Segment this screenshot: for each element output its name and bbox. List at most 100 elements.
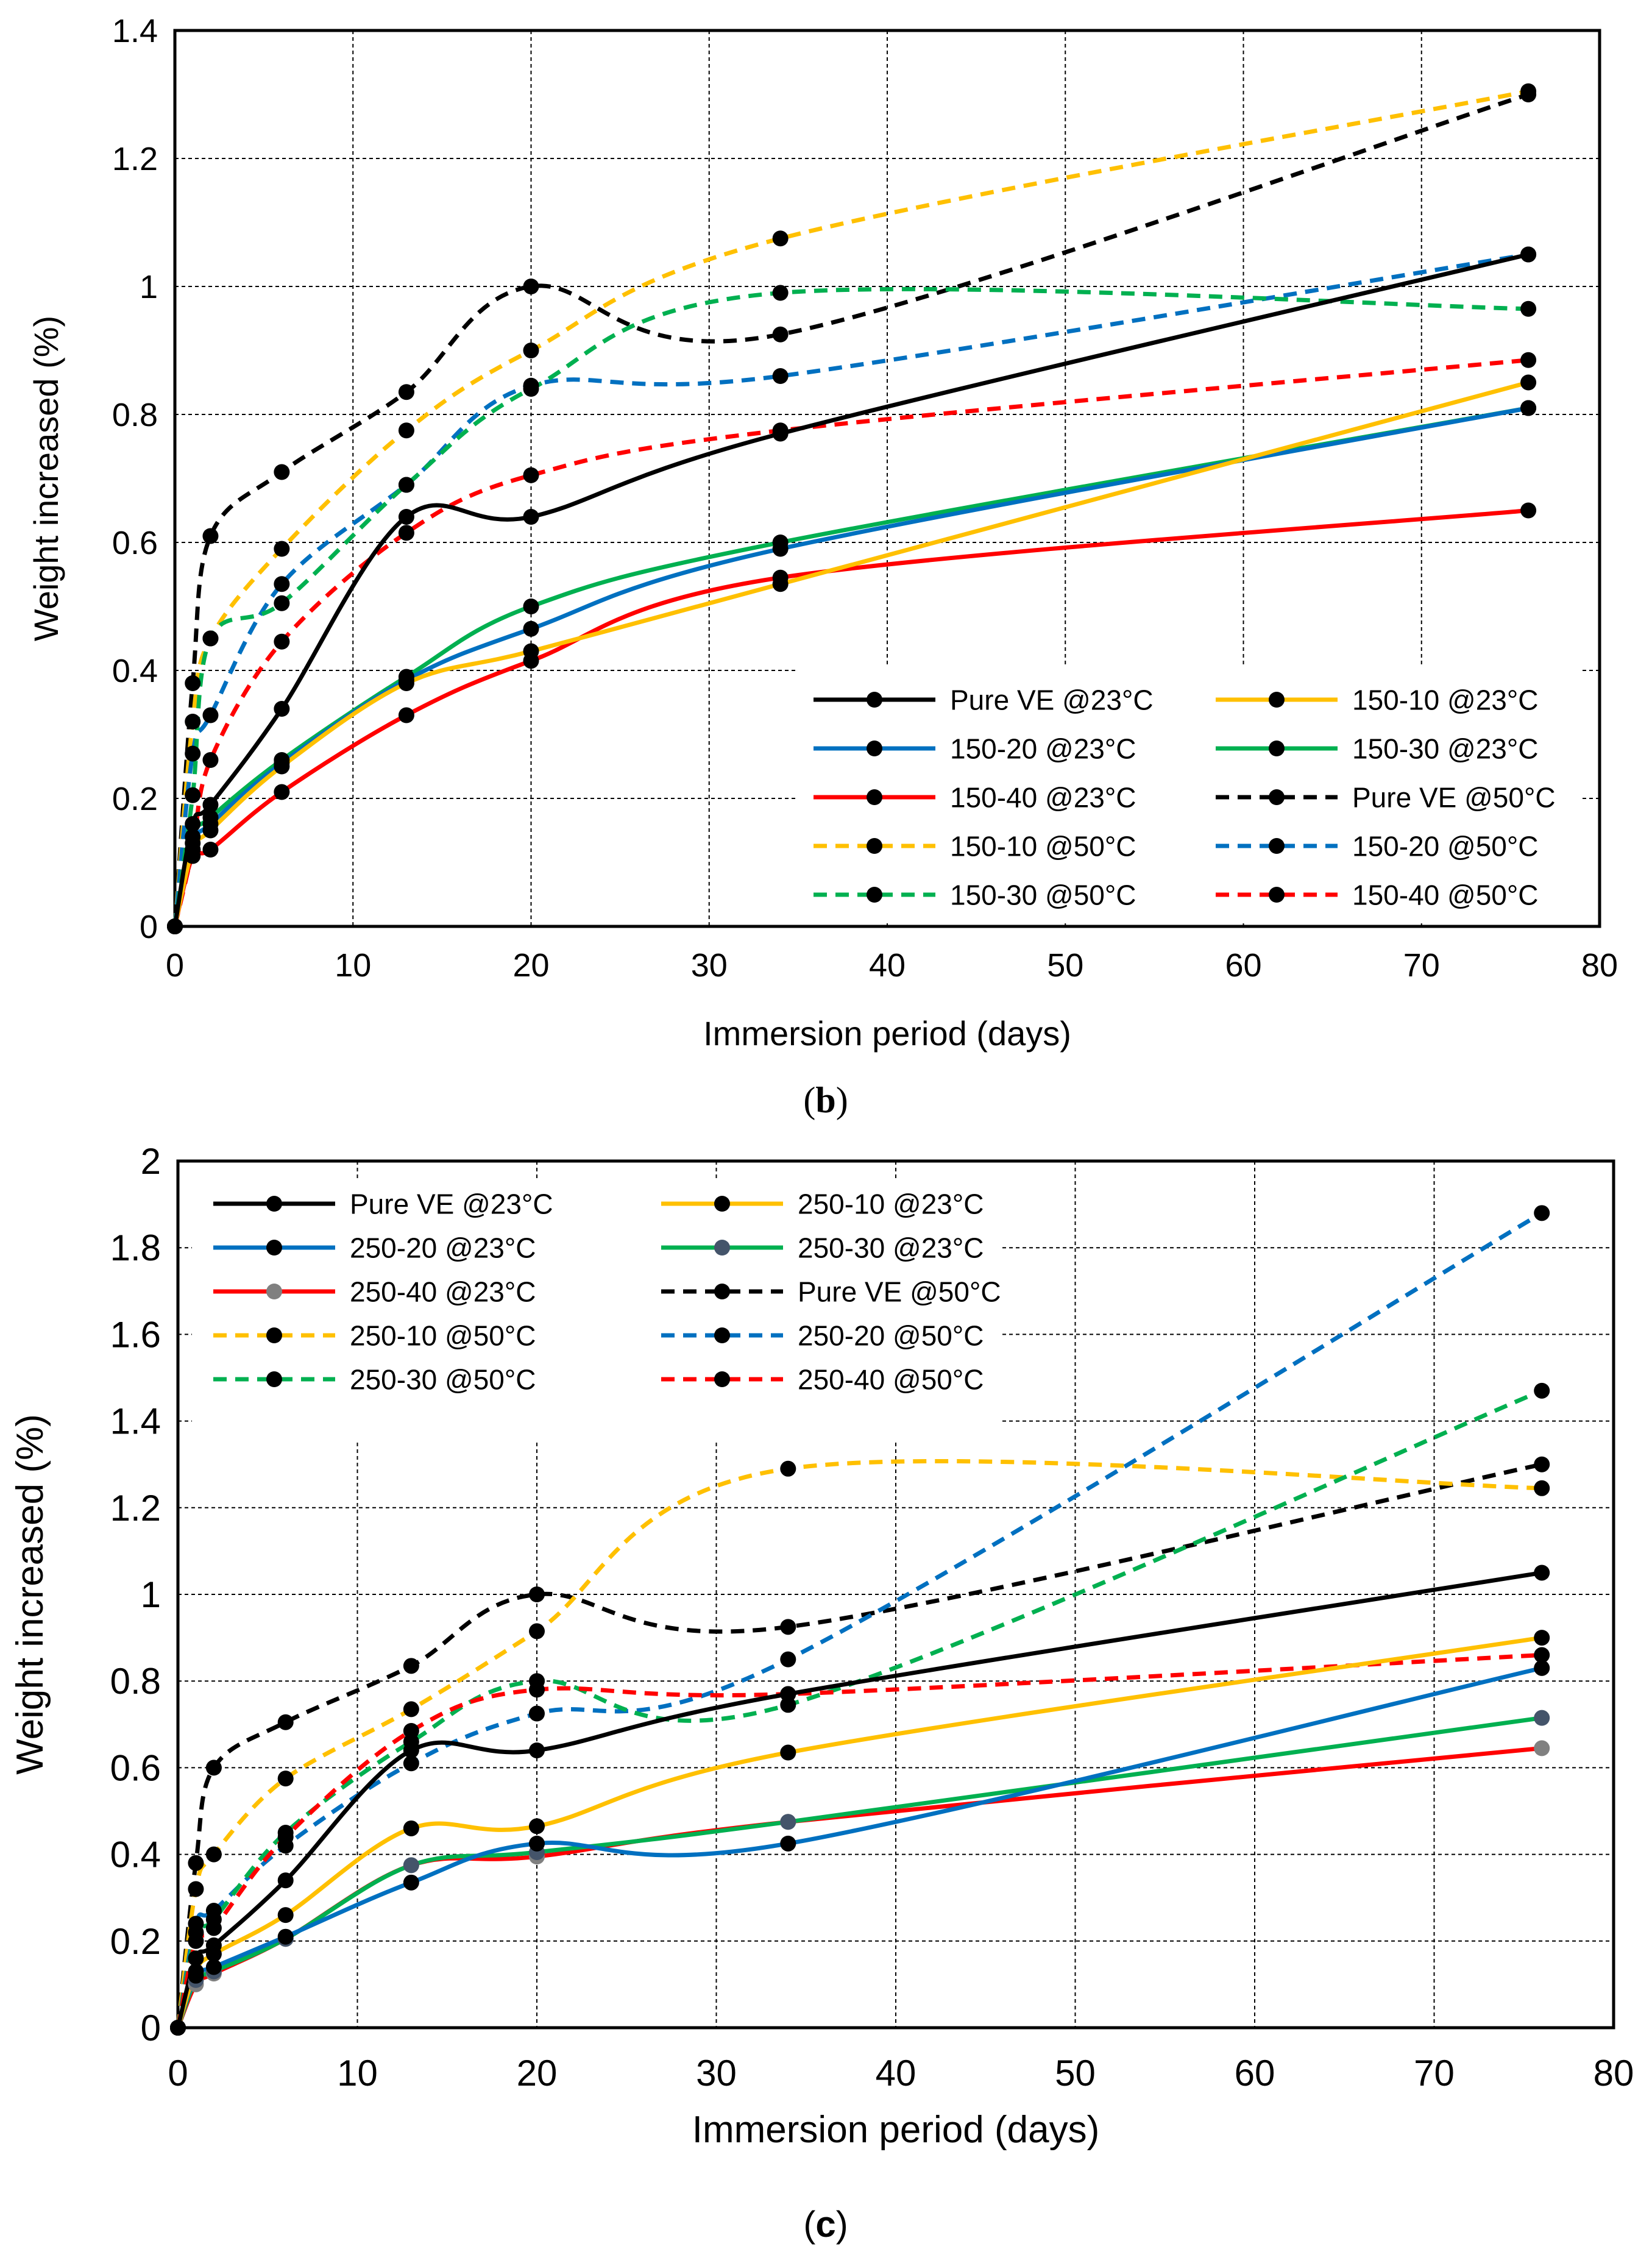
x-tick-label: 60 [1235,2053,1275,2094]
x-tick-label: 50 [1055,2053,1096,2094]
data-point-150-10-23c [185,842,201,858]
legend-label: 250-40 @50°C [798,1364,984,1396]
y-tick-label: 1.4 [112,13,158,49]
legend-item-150-20-50c: 150-20 @50°C [1216,831,1539,862]
legend-item-pure-ve-50c: Pure VE @50°C [1216,782,1556,814]
panel-caption: (c) [803,2204,848,2245]
data-point-250-10-23c [277,1907,294,1923]
series-line-150-30-23c [172,406,1529,927]
data-point-150-20-23c [523,620,539,637]
panel-caption: (b) [803,1080,848,1120]
plot-frame [176,1159,1615,2030]
data-point-150-40-50c [202,752,219,768]
x-tick-label: 30 [691,947,728,984]
data-point-150-20-50c [202,707,219,723]
data-point-150-10-23c [772,576,789,592]
data-point-250-40-23c [1534,1740,1550,1756]
data-point-pure-ve-23c [188,1950,204,1967]
legend-item-150-40-50c: 150-40 @50°C [1216,879,1539,911]
data-point-150-10-50c [185,714,201,730]
data-point-150-30-50c [202,630,219,647]
y-tick-label: 0 [141,2008,161,2048]
legend-label: 150-40 @23°C [950,782,1136,814]
legend-item-250-30-23c: 250-30 @23°C [661,1232,984,1264]
x-tick-label: 0 [168,2053,188,2094]
data-point-pure-ve-23c [1520,246,1537,263]
data-point-150-20-50c [274,576,290,592]
data-point-150-10-50c [1520,83,1537,99]
x-tick-label: 50 [1047,947,1083,984]
data-point-150-40-50c [398,525,414,541]
data-point-250-30-50c [780,1697,796,1713]
data-point-pure-ve-50c [1534,1456,1550,1472]
data-point-250-20-23c [277,1928,294,1945]
data-point-pure-ve-50c [398,384,414,400]
x-tick-label: 20 [512,947,549,984]
data-point-250-20-50c [1534,1205,1550,1221]
data-point-250-10-50c [277,1771,294,1787]
data-point-250-40-50c [205,1920,222,1936]
legend-item-250-10-50c: 250-10 @50°C [213,1320,536,1352]
legend-item-pure-ve-50c: Pure VE @50°C [661,1276,1001,1308]
legend: Pure VE @23°C 150-10 @23°C 150-20 @23°C 150… [795,667,1581,923]
data-point-pure-ve-23c [529,1742,545,1758]
legend-marker [1269,838,1285,854]
data-point-pure-ve-50c [205,1760,222,1776]
data-point-150-10-23c [398,675,414,691]
data-point-pure-ve-50c [403,1658,419,1674]
legend-item-150-10-50c: 150-10 @50°C [814,831,1136,862]
data-point-pure-ve-23c [205,1937,222,1953]
data-point-250-40-50c [188,1933,204,1949]
data-point-pure-ve-23c [772,425,789,442]
data-point-150-30-50c [772,285,789,301]
y-tick-label: 0.4 [110,1835,161,1875]
series-line-150-20-50c [172,252,1529,927]
data-point-250-20-23c [780,1835,796,1852]
series-line-250-40-50c [175,1653,1542,2028]
y-tick-label: 1.4 [110,1401,161,1442]
x-tick-label: 70 [1414,2053,1455,2094]
data-point-pure-ve-23c [202,797,219,813]
data-point-150-20-50c [772,368,789,384]
x-tick-label: 10 [335,947,371,984]
x-tick-label: 80 [1594,2053,1634,2094]
legend: Pure VE @23°C 250-10 @23°C 250-20 @23°C 250… [192,1179,1002,1441]
chart-panel-c: 0 10 20 30 40 50 60 70 80 0 0.2 0.4 0.6 0.8 1 1.2 1.4 1.6… [9,1141,1634,2245]
data-point-pure-ve-23c [274,701,290,717]
data-point-150-10-23c [1520,374,1537,391]
data-point-250-40-50c [277,1829,294,1845]
data-point-250-30-23c [1534,1710,1550,1726]
y-tick-label: 0.8 [110,1661,161,1702]
series-layer [170,1205,1550,2036]
x-tick-label: 70 [1403,947,1440,984]
data-point-pure-ve-50c [185,675,201,691]
legend-item-150-10-23c: 150-10 @23°C [1216,684,1539,716]
legend-marker [867,838,882,854]
chart-panel-b: 0 10 20 30 40 50 60 70 80 0 0.2 0.4 0.6 0.8 1 1.2 1.4 Pu… [27,13,1618,1120]
data-point-pure-ve-50c [529,1586,545,1602]
legend-marker [266,1196,282,1212]
data-point-250-40-50c [1534,1647,1550,1663]
legend-marker [714,1284,730,1299]
data-point-pure-ve-23c [1534,1565,1550,1581]
y-tick-label: 0.6 [110,1747,161,1788]
data-point-pure-ve-23c [780,1686,796,1702]
legend-item-250-10-23c: 250-10 @23°C [661,1188,984,1220]
data-point-150-10-50c [398,422,414,439]
data-point-pure-ve-23c [523,509,539,525]
legend-label: Pure VE @50°C [798,1276,1001,1308]
data-point-250-20-23c [529,1835,545,1852]
legend-label: Pure VE @50°C [1352,782,1556,814]
data-point-250-20-50c [780,1651,796,1668]
legend-marker [867,789,882,805]
series-line-pure-ve-50c [175,1462,1542,2028]
data-point-pure-ve-50c [202,528,219,544]
data-point-150-40-23c [202,842,219,858]
data-point-pure-ve-50c [277,1714,294,1730]
series-line-250-40-23c [175,1746,1542,2029]
legend-marker [266,1371,282,1387]
data-point-250-40-50c [529,1682,545,1698]
data-point-250-10-50c [403,1701,419,1717]
series-line-250-30-50c [175,1388,1543,2028]
legend-label: 150-20 @23°C [950,733,1136,765]
